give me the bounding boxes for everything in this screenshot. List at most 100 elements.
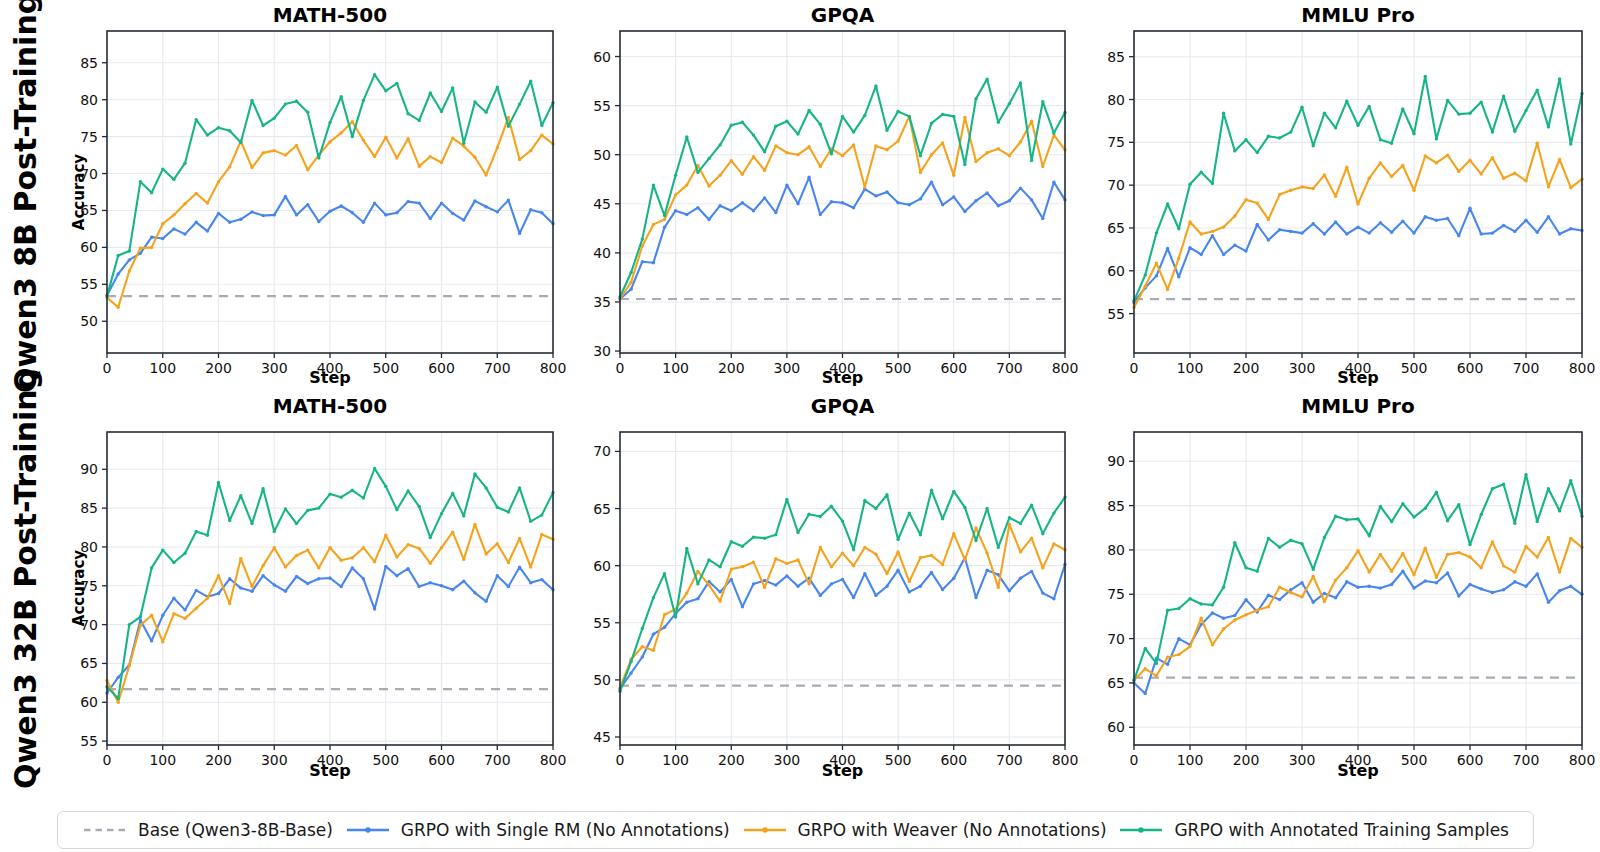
series-marker — [941, 517, 944, 520]
series-marker — [139, 180, 142, 183]
y-tick-label: 80 — [1107, 542, 1125, 558]
series-marker — [1524, 179, 1527, 182]
series-marker — [1435, 161, 1438, 164]
series-marker — [261, 214, 264, 217]
series-marker — [807, 176, 810, 179]
series-marker — [685, 135, 688, 138]
series-marker — [863, 546, 866, 549]
series-marker — [1300, 595, 1303, 598]
series-marker — [1019, 522, 1022, 525]
series-marker — [1480, 232, 1483, 235]
series-marker — [1188, 597, 1191, 600]
series-marker — [1222, 225, 1225, 228]
series-marker — [1390, 175, 1393, 178]
series-marker — [250, 210, 253, 213]
series-marker — [351, 556, 354, 559]
series-marker — [941, 113, 944, 116]
series-marker — [997, 121, 1000, 124]
series-marker — [1480, 513, 1483, 516]
series-marker — [1558, 77, 1561, 80]
series-marker — [1041, 591, 1044, 594]
series-marker — [1334, 596, 1337, 599]
series-marker — [952, 174, 955, 177]
y-tick-label: 65 — [1107, 220, 1125, 236]
series-marker — [1030, 198, 1033, 201]
series-marker — [1480, 100, 1483, 103]
series-marker — [161, 640, 164, 643]
series-marker — [641, 237, 644, 240]
series-marker — [273, 546, 276, 549]
series-marker — [1312, 575, 1315, 578]
series-marker — [406, 137, 409, 140]
series-marker — [172, 612, 175, 615]
series-marker — [952, 195, 955, 198]
series-marker — [1211, 611, 1214, 614]
series-marker — [206, 534, 209, 537]
line-marker-icon — [742, 822, 788, 838]
series-marker — [306, 111, 309, 114]
series-marker — [195, 607, 198, 610]
series-marker — [1446, 553, 1449, 556]
series-marker — [974, 526, 977, 529]
series-marker — [896, 110, 899, 113]
series-marker — [1379, 553, 1382, 556]
series-marker — [1468, 543, 1471, 546]
series-marker — [952, 490, 955, 493]
series-marker — [641, 260, 644, 263]
series-marker — [1524, 545, 1527, 548]
series-marker — [696, 582, 699, 585]
series-marker — [1041, 566, 1044, 569]
series-marker — [763, 196, 766, 199]
series-marker — [1244, 198, 1247, 201]
series-marker — [529, 80, 532, 83]
series-marker — [1345, 566, 1348, 569]
series-marker — [1267, 594, 1270, 597]
series-marker — [484, 173, 487, 176]
series-marker — [1222, 586, 1225, 589]
series-marker — [284, 195, 287, 198]
series-marker — [139, 615, 142, 618]
series-marker — [1008, 102, 1011, 105]
series-marker — [908, 203, 911, 206]
series-marker — [540, 578, 543, 581]
series-marker — [473, 523, 476, 526]
series-marker — [1558, 589, 1561, 592]
series-marker — [1334, 220, 1337, 223]
series-marker — [707, 218, 710, 221]
series-marker — [351, 211, 354, 214]
series-marker — [261, 564, 264, 567]
series-marker — [183, 617, 186, 620]
legend-item-single-rm: GRPO with Single RM (No Annotations) — [345, 820, 730, 840]
series-marker — [985, 151, 988, 154]
series-marker — [1323, 112, 1326, 115]
series-marker — [518, 158, 521, 161]
y-tick-label: 90 — [80, 461, 98, 477]
series-marker — [1155, 674, 1158, 677]
series-marker — [496, 210, 499, 213]
series-marker — [763, 169, 766, 172]
series-marker — [807, 145, 810, 148]
series-marker — [874, 553, 877, 556]
series-marker — [785, 562, 788, 565]
series-marker — [1468, 207, 1471, 210]
series-marker — [1211, 234, 1214, 237]
series-marker — [1536, 555, 1539, 558]
series-marker — [1547, 601, 1550, 604]
series-marker — [1435, 581, 1438, 584]
series-marker — [763, 537, 766, 540]
series-marker — [1278, 586, 1281, 589]
series-marker — [273, 530, 276, 533]
x-axis-label-step: Step — [620, 761, 1065, 780]
series-marker — [529, 208, 532, 211]
series-marker — [752, 535, 755, 538]
series-marker — [1256, 609, 1259, 612]
series-marker — [1345, 518, 1348, 521]
series-marker — [852, 130, 855, 133]
series-marker — [919, 154, 922, 157]
y-tick-label: 60 — [593, 49, 611, 65]
series-marker — [1356, 517, 1359, 520]
series-marker — [1030, 120, 1033, 123]
series-marker — [841, 115, 844, 118]
series-marker — [395, 574, 398, 577]
series-marker — [1244, 249, 1247, 252]
